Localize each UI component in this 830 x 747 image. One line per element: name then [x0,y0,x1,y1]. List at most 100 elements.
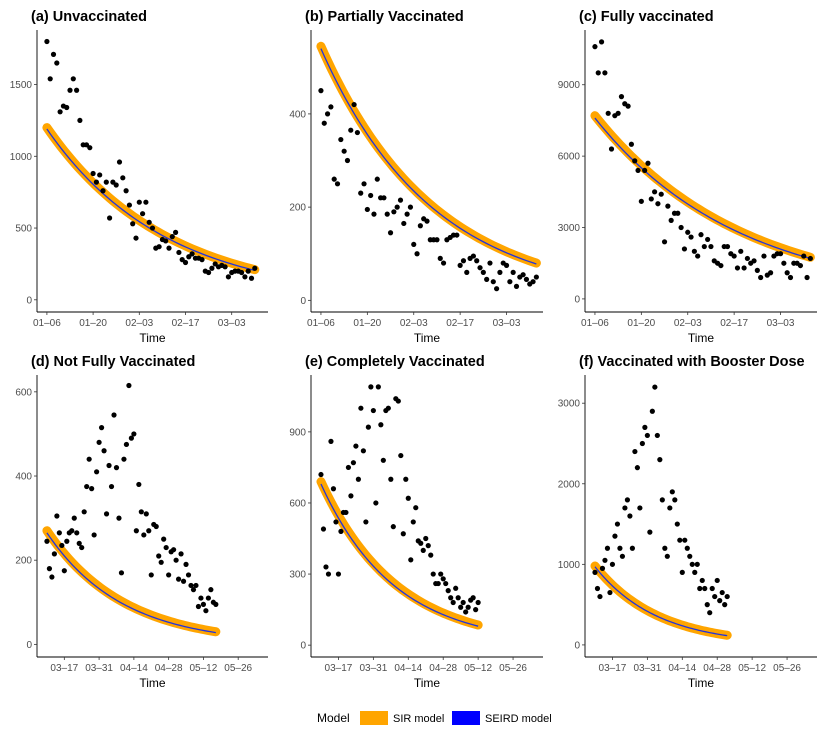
observed-point [149,225,156,231]
observed-point [707,610,713,616]
observed-point [614,521,621,527]
observed-point [722,602,728,608]
observed-point [704,602,710,608]
y-tick-label: 1500 [10,80,33,91]
observed-point [624,497,631,503]
x-tick-label: 04–14 [668,663,696,674]
observed-point [323,564,329,570]
observed-point [338,136,344,143]
observed-point [410,519,416,525]
y-tick-label: 400 [289,109,306,120]
x-tick-label: 03–03 [767,318,795,329]
observed-point [647,529,653,535]
observed-point [612,533,618,539]
observed-point [474,258,480,264]
x-tick-label: 02–17 [446,318,474,329]
x-tick-label: 05–12 [190,663,218,674]
observed-point [598,39,605,45]
panel-3: (d) Not Fully Vaccinated 0 200 400 600 03–17 0… [15,354,268,690]
observed-point [417,223,423,229]
observed-point [408,557,414,563]
observed-point [668,217,674,223]
observed-point [639,440,645,447]
observed-point [353,443,359,449]
panel-4: (e) Completely Vaccinated 0 300 600 900 03–17… [289,354,543,690]
observed-point [494,286,500,292]
observed-point [649,408,655,414]
observed-point [91,532,97,538]
observed-point [744,255,751,262]
sir-model-line [316,477,483,630]
x-axis-title: Time [139,331,166,345]
observed-point [103,511,110,517]
observed-point [395,398,401,404]
x-tick-label: 02–17 [720,318,748,329]
observed-point [324,111,331,117]
observed-point [602,70,608,76]
x-tick-label: 03–17 [325,663,353,674]
observed-point [689,561,695,567]
observed-point [156,553,162,559]
observed-point [77,117,83,124]
sir-model-line [42,123,260,275]
x-tick-label: 01–20 [79,318,107,329]
observed-point [107,215,113,221]
observed-point [637,505,643,511]
observed-point [375,384,381,390]
observed-point [604,545,611,551]
panel-title: (b) Partially Vaccinated [305,9,464,25]
x-tick-label: 03–31 [85,663,113,674]
observed-point [642,167,648,174]
observed-point [47,76,53,82]
legend-label-seird: SEIRD model [485,713,552,725]
observed-point [434,237,440,243]
observed-point [797,262,804,269]
observed-point [420,547,426,553]
observed-point [401,220,407,227]
observed-point [206,269,212,276]
x-tick-label: 03–03 [493,318,521,329]
observed-point [655,201,661,207]
observed-point [642,424,648,430]
x-axis-title: Time [414,331,441,345]
seird-model-line [46,128,255,272]
observed-point [717,598,723,604]
observed-point [438,571,444,577]
observed-point [460,258,467,264]
x-tick-label: 03–17 [50,663,78,674]
observed-point [685,229,691,235]
observed-point [625,103,631,109]
observed-point [473,607,479,613]
observed-point [387,230,394,236]
observed-point [465,604,471,610]
observed-point [126,202,132,208]
observed-point [675,210,681,216]
observed-point [141,532,147,538]
observed-point [617,545,623,551]
observed-point [463,609,469,615]
observed-point [143,199,149,205]
observed-point [681,246,688,252]
x-tick-label: 04–28 [155,663,183,674]
observed-point [801,253,807,259]
observed-point [368,384,374,390]
x-axis-title: Time [688,676,715,690]
observed-point [719,589,725,596]
seird-model-line [320,48,537,265]
observed-point [761,253,767,259]
observed-point [738,248,744,254]
observed-point [390,524,396,530]
observed-point [242,274,248,280]
observed-point [605,110,611,116]
observed-point [373,500,379,506]
observed-point [90,170,96,177]
observed-point [652,384,658,390]
observed-point [697,585,703,592]
observed-point [370,407,376,414]
observed-point [182,259,189,266]
observed-point [138,509,144,515]
observed-point [430,571,436,577]
seird-model-line [594,566,728,637]
y-tick-label: 2000 [558,479,581,490]
observed-point [622,505,628,511]
